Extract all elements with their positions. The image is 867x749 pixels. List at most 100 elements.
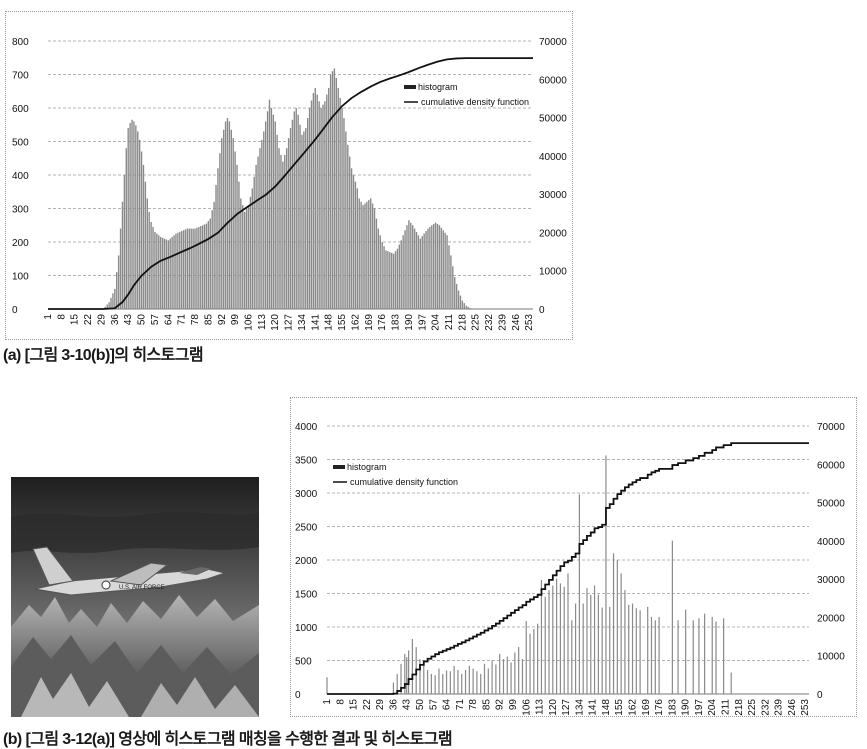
chart-b-legend-cdf-label: cumulative density function [350, 477, 458, 487]
chart-a-x-tick-label: 176 [377, 314, 388, 331]
chart-b-histogram-bar [461, 674, 462, 694]
chart-b-y-left-tick-label: 3000 [295, 489, 318, 500]
chart-a-histogram-bar [276, 135, 277, 309]
chart-a-histogram-bar [234, 152, 235, 309]
chart-a-histogram-bar [380, 235, 381, 309]
chart-a-histogram-bar [166, 239, 167, 309]
chart-a-histogram-bar [141, 152, 142, 309]
chart-a-x-tick-label: 190 [404, 314, 415, 331]
chart-a-histogram-bar [399, 245, 400, 309]
chart-a-histogram-bar [317, 95, 318, 309]
chart-b-histogram-bar [636, 608, 637, 694]
chart-b-histogram-bar [715, 622, 716, 694]
chart-b-x-tick-label: 239 [774, 699, 785, 716]
chart-b-histogram-bar [647, 607, 648, 694]
chart-a-histogram-bar [116, 272, 117, 309]
chart-b-x-tick-label: 197 [694, 699, 705, 716]
chart-b-histogram-bar [609, 607, 610, 694]
chart-a-x-tick-label: 50 [137, 314, 148, 326]
chart-b-histogram-bar [685, 610, 686, 694]
chart-a-x-tick-label: 148 [324, 314, 335, 331]
chart-b-histogram-bar [533, 629, 534, 694]
chart-a-histogram-bar [196, 228, 197, 309]
chart-a-histogram-bar [359, 198, 360, 309]
chart-a-histogram-bar [254, 177, 255, 309]
chart-a-histogram-bar [441, 228, 442, 309]
chart-a-histogram-bar [381, 242, 382, 309]
chart-a-histogram-bar [139, 140, 140, 309]
chart-a-histogram-bar [267, 111, 268, 309]
chart-b-histogram-bar [541, 580, 542, 694]
chart-a-histogram-bar [221, 138, 222, 309]
chart-a-histogram-bar [429, 227, 430, 309]
chart-b-histogram-bar [438, 669, 439, 694]
chart-a-histogram-bar [275, 121, 276, 309]
chart-b-histogram-bar [412, 639, 413, 694]
chart-a-histogram-bar [191, 229, 192, 309]
chart-a-y-right-tick-label: 60000 [539, 75, 567, 86]
chart-a-histogram-bar [404, 230, 405, 309]
chart-b-x-tick-label: 99 [508, 699, 519, 711]
chart-b-histogram-bar [545, 597, 546, 694]
chart-a-histogram-bar [416, 232, 417, 309]
chart-a-histogram-bar [395, 251, 396, 309]
chart-b-histogram-bar [495, 665, 496, 694]
chart-b-x-tick-label: 162 [628, 699, 639, 716]
chart-a-histogram-bar [248, 205, 249, 309]
chart-b-histogram-bar [556, 579, 557, 694]
chart-b-y-right-tick-label: 0 [817, 690, 823, 701]
chart-a-histogram-bar [238, 182, 239, 309]
chart-a-histogram-bar [339, 98, 340, 309]
chart-b-x-tick-label: 15 [349, 699, 360, 711]
chart-a-histogram-bar [422, 236, 423, 309]
chart-a-histogram-bar [446, 235, 447, 309]
chart-b-histogram-bar [640, 610, 641, 694]
chart-b-histogram-bar [579, 494, 580, 694]
chart-a-histogram-bar [341, 108, 342, 309]
chart-a-x-tick-label: 246 [511, 314, 522, 331]
chart-a-x-tick-label: 204 [431, 314, 442, 331]
chart-a-histogram-bar [175, 234, 176, 309]
chart-b-histogram-bars [326, 455, 731, 694]
chart-a-x-tick-label: 127 [284, 314, 295, 331]
chart-a-histogram-bar [297, 115, 298, 309]
chart-b-histogram-bar [514, 652, 515, 694]
chart-a-x-tick-label: 120 [270, 314, 281, 331]
chart-a-y-left-tick-label: 200 [12, 238, 29, 249]
chart-a-histogram-bar [452, 266, 453, 309]
chart-a-x-tick-label: 225 [471, 314, 482, 331]
chart-a-histogram-bar [385, 250, 386, 309]
matched-jet-photo: U.S. AIR FORCE [11, 477, 259, 717]
chart-b-histogram-bar [605, 455, 606, 694]
chart-a-histogram-bar [334, 68, 335, 309]
chart-a-histogram-bar [330, 75, 331, 310]
chart-b-x-tick-label: 183 [667, 699, 678, 716]
chart-a-x-tick-label: 113 [257, 314, 268, 330]
chart-a-histogram-bar [303, 131, 304, 309]
chart-b-histogram-bar [435, 675, 436, 694]
chart-a-histogram-bar [240, 198, 241, 309]
chart-a-x-tick-label: 253 [524, 314, 535, 331]
chart-a-x-tick-label: 141 [310, 314, 321, 331]
chart-a-histogram-bar [414, 229, 415, 309]
chart-a-histogram-bar [202, 225, 203, 309]
chart-a-histogram-bar [338, 88, 339, 309]
chart-a-histogram-bar [259, 148, 260, 309]
chart-a-x-tick-label: 71 [177, 314, 188, 326]
chart-b-x-tick-label: 1 [322, 699, 333, 705]
chart-a-histogram-bar [401, 240, 402, 309]
chart-a-histogram-bar [370, 198, 371, 309]
chart-b-histogram-bar [522, 659, 523, 694]
chart-b-y-left-tick-label: 0 [295, 690, 301, 701]
chart-a-histogram-bar [124, 175, 125, 309]
chart-b-x-tick-label: 29 [375, 699, 386, 711]
histogram-chart-a-svg: 0100200300400500600700800010000200003000… [6, 12, 572, 339]
chart-a-histogram-bar [378, 229, 379, 309]
chart-a-histogram-bar [353, 175, 354, 309]
chart-a-x-tick-label: 232 [484, 314, 495, 331]
chart-a-x-tick-label: 162 [350, 314, 361, 331]
chart-a-histogram-bar [410, 223, 411, 309]
chart-a-histogram-bar [408, 220, 409, 309]
chart-a-x-tick-label: 218 [457, 314, 468, 331]
